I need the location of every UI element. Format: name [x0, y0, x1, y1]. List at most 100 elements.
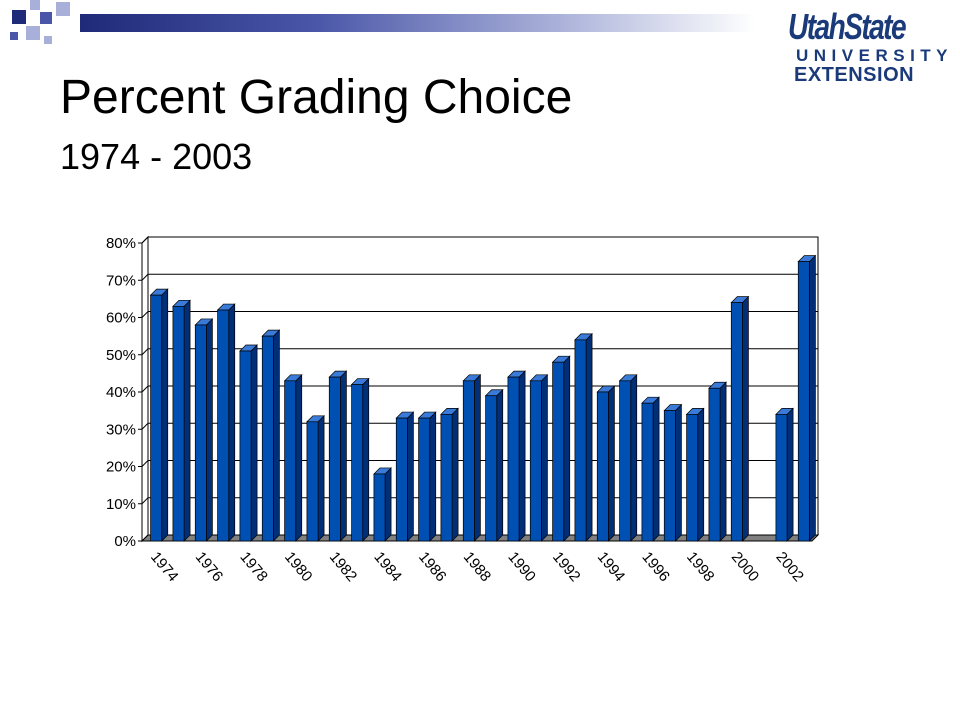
header-gradient-bar: [80, 14, 755, 32]
x-tick-label: 1980: [281, 549, 315, 585]
bar-side: [250, 344, 258, 542]
x-tick-label: 1974: [147, 549, 181, 585]
x-tick-label: 1978: [236, 549, 270, 585]
bar: [351, 384, 364, 542]
bar-side: [518, 370, 526, 542]
bar: [395, 417, 408, 542]
x-tick-label: 1986: [415, 549, 449, 585]
bar: [462, 380, 475, 542]
bar-side: [228, 303, 236, 542]
bar-side: [608, 385, 615, 542]
bar-side: [340, 370, 347, 542]
bar: [552, 361, 565, 542]
bar-side: [429, 411, 437, 542]
bar-side: [496, 388, 504, 542]
bar: [686, 414, 699, 542]
y-tick-label: 10%: [106, 496, 136, 513]
bar-side: [652, 396, 660, 542]
y-tick-label: 0%: [114, 533, 136, 550]
y-tick-label: 80%: [106, 235, 136, 252]
bar: [797, 261, 810, 542]
bar: [261, 335, 274, 542]
y-tick-label: 50%: [106, 347, 136, 364]
bar-side: [697, 407, 705, 542]
bar: [663, 410, 676, 542]
gridline-depth: [141, 348, 149, 356]
gridline-depth: [141, 311, 149, 318]
gridline-depth: [141, 385, 149, 393]
y-tick-label: 20%: [106, 459, 136, 476]
bar: [418, 417, 431, 542]
deco-square: [44, 36, 52, 44]
bar-side: [630, 373, 638, 542]
gridline-depth: [141, 460, 149, 467]
x-tick-label: 1992: [549, 549, 583, 585]
deco-square: [10, 32, 18, 40]
y-tick-label: 40%: [106, 384, 136, 401]
deco-square: [40, 12, 52, 24]
bar: [485, 395, 498, 542]
x-tick-label: 1998: [683, 549, 717, 585]
gridline-depth: [141, 497, 149, 505]
deco-square: [30, 0, 40, 10]
bar-side: [809, 254, 816, 542]
gridline-depth: [141, 273, 149, 281]
bar-side: [273, 329, 280, 542]
y-tick-label: 60%: [106, 310, 136, 327]
slide-title: Percent Grading Choice: [60, 71, 573, 124]
gridline-depth: [141, 422, 149, 430]
x-tick-label: 1990: [504, 549, 538, 585]
logo-line-3: EXTENSION: [794, 64, 915, 86]
bar: [239, 350, 252, 542]
bar-side: [719, 381, 727, 542]
bar-side: [786, 407, 794, 542]
bar-side: [295, 373, 303, 542]
bar: [596, 391, 609, 542]
bar: [574, 339, 587, 542]
bar: [775, 414, 788, 542]
deco-square: [12, 10, 26, 24]
bar-side: [317, 414, 325, 542]
usu-extension-logo: UtahState UNIVERSITY EXTENSION: [788, 6, 948, 86]
bar: [217, 309, 230, 542]
logo-line-1: UtahState: [788, 6, 907, 47]
bar: [619, 380, 632, 542]
deco-square: [26, 26, 40, 40]
bar-side: [407, 411, 414, 542]
x-tick-label: 2000: [728, 549, 762, 585]
bar-side: [541, 373, 548, 542]
bar: [172, 305, 185, 542]
bar: [440, 414, 453, 542]
bar: [730, 302, 743, 542]
x-tick-label: 1984: [370, 549, 404, 585]
bar-side: [451, 407, 459, 542]
bar-side: [206, 318, 213, 542]
bar: [150, 294, 163, 542]
gridline-depth: [141, 236, 149, 244]
bar: [529, 380, 542, 542]
x-tick-label: 2002: [772, 549, 806, 585]
bar-side: [675, 403, 682, 542]
bar-side: [362, 377, 370, 542]
bar: [507, 376, 520, 542]
bar-side: [183, 299, 191, 542]
logo-line-2: UNIVERSITY: [796, 46, 954, 65]
bar: [641, 402, 654, 542]
y-tick-label: 30%: [106, 421, 136, 438]
bar: [708, 387, 721, 542]
x-tick-label: 1976: [192, 549, 226, 585]
corner-decoration: [0, 0, 80, 60]
bar: [194, 324, 207, 542]
x-tick-label: 1996: [638, 549, 672, 585]
bar: [306, 421, 319, 542]
x-tick-label: 1988: [460, 549, 494, 585]
slide-subtitle: 1974 - 2003: [60, 136, 253, 177]
deco-square: [56, 2, 70, 16]
bar-side: [563, 355, 571, 542]
bar: [328, 376, 341, 542]
bar-side: [585, 333, 593, 542]
bar: [284, 380, 297, 542]
x-tick-label: 1982: [326, 549, 360, 585]
y-tick-label: 70%: [106, 272, 136, 289]
